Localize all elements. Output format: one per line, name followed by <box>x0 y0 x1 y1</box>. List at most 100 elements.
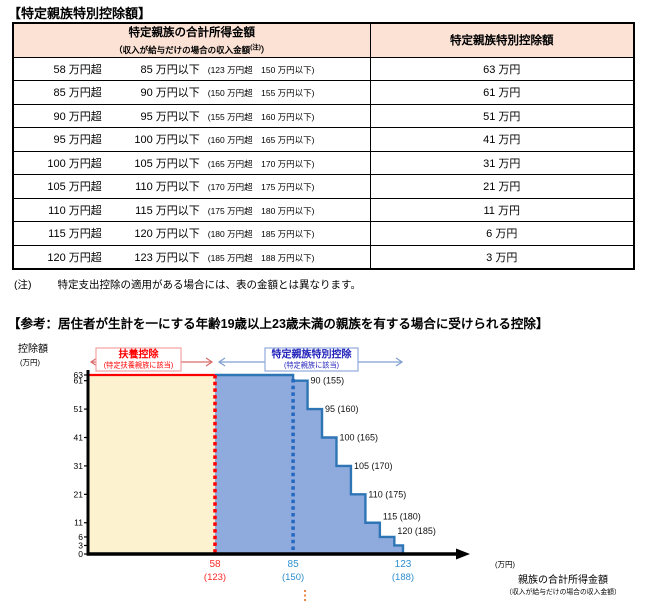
deduction-table: 特定親族の合計所得金額 （収入が給与だけの場合の収入金額(注)） 特定親族特別控… <box>12 22 635 270</box>
income-range-low: 90 万円超 <box>53 110 102 123</box>
step-label: 100 (165) <box>339 433 378 443</box>
income-range-salary: (150 万円超 155 万円以下) <box>207 88 315 99</box>
table-header-row: 特定親族の合計所得金額 （収入が給与だけの場合の収入金額(注)） 特定親族特別控… <box>12 22 635 58</box>
income-range-salary: (185 万円超 188 万円以下) <box>207 252 315 263</box>
y-tick-label: 3 <box>78 540 83 550</box>
income-range: 95 万円超 100 万円以下 (160 万円超 165 万円以下) <box>14 131 370 147</box>
income-range-low: 110 万円超 <box>48 204 102 217</box>
legend-arrowhead-left-icon <box>217 357 226 367</box>
table-footnote: (注) 特定支出控除の適用がある場合には、表の金額とは異なります。 <box>14 277 361 292</box>
x-axis-arrowhead-icon <box>456 548 470 560</box>
income-range: 90 万円超 95 万円以下 (155 万円超 160 万円以下) <box>14 108 370 124</box>
income-range-low: 105 万円超 <box>47 181 102 194</box>
x-tick-label: 58 <box>209 559 221 570</box>
deduction-amount: 63 万円 <box>369 56 635 81</box>
income-range-low: 115 万円超 <box>48 228 102 241</box>
table-row: 85 万円超 90 万円以下 (150 万円超 155 万円以下) 61 万円 <box>12 80 635 105</box>
deduction-amount: 61 万円 <box>369 80 635 105</box>
income-range: 115 万円超 120 万円以下 (180 万円超 185 万円以下) <box>14 225 370 241</box>
income-range-low: 85 万円超 <box>53 87 102 100</box>
deduction-amount: 11 万円 <box>369 197 635 222</box>
income-range-high: 95 万円以下 <box>140 110 200 123</box>
table-row: 105 万円超 110 万円以下 (170 万円超 175 万円以下) 21 万円 <box>12 174 635 199</box>
legend-label: 特定親族特別控除 <box>272 348 353 361</box>
page-title: 【特定親族特別控除額】 <box>8 6 152 21</box>
income-range-high: 105 万円以下 <box>134 157 200 170</box>
y-axis-unit: (万円) <box>20 358 40 367</box>
income-range: 58 万円超 85 万円以下 (123 万円超 150 万円以下) <box>14 61 370 77</box>
legend-sublabel: (特定親族に該当) <box>284 361 339 370</box>
income-range-high: 123 万円以下 <box>134 251 200 264</box>
legend-arrowhead-right-icon <box>395 357 404 367</box>
x-tick-label: 123 <box>395 559 412 570</box>
table-row: 100 万円超 105 万円以下 (165 万円超 170 万円以下) 31 万円 <box>12 150 635 175</box>
header-deduction-column: 特定親族特別控除額 <box>369 22 635 58</box>
header-income-sub-text: （収入が給与だけの場合の収入金額 <box>114 45 251 56</box>
footnote-label: (注) <box>14 279 32 291</box>
legend-box <box>95 347 182 372</box>
income-range-salary: (160 万円超 165 万円以下) <box>207 135 315 146</box>
table-row: 120 万円超 123 万円以下 (185 万円超 188 万円以下) 3 万円 <box>12 244 635 269</box>
y-tick-label: 6 <box>78 532 83 542</box>
table-row: 115 万円超 120 万円以下 (180 万円超 185 万円以下) 6 万円 <box>12 221 635 246</box>
special-deduction-area <box>215 374 403 554</box>
x-tick-sublabel: (123) <box>204 572 226 583</box>
x-tick-sublabel: (150) <box>282 572 304 583</box>
footnote-text: 特定支出控除の適用がある場合には、表の金額とは異なります。 <box>57 279 361 291</box>
y-axis-title: 控除額 <box>18 342 48 355</box>
legend-box <box>264 347 359 372</box>
income-range: 85 万円超 90 万円以下 (150 万円超 155 万円以下) <box>14 84 370 100</box>
y-tick-label: 63 <box>74 370 84 380</box>
reference-section-title: 【参考：居住者が生計を一にする年齢19歳以上23歳未満の親族を有する場合に受けら… <box>8 317 549 331</box>
income-range-low: 95 万円超 <box>53 134 102 147</box>
legend-arrowhead-right-icon <box>205 357 214 367</box>
x-axis-title: 親族の合計所得金額 <box>518 573 608 586</box>
y-tick-label: 51 <box>74 404 84 414</box>
income-range-salary: (155 万円超 160 万円以下) <box>207 111 315 122</box>
legend-label: 扶養控除 <box>119 348 160 361</box>
header-income-sub-note: (注) <box>250 44 261 52</box>
income-range: 110 万円超 115 万円以下 (175 万円超 180 万円以下) <box>14 202 370 218</box>
income-range-low: 58 万円超 <box>53 63 102 76</box>
x-axis-unit: (万円) <box>495 560 515 569</box>
y-tick-label: 11 <box>74 518 83 528</box>
step-label: 115 (180) <box>383 512 421 522</box>
header-income-sub-close: ） <box>260 45 270 56</box>
income-range: 100 万円超 105 万円以下 (165 万円超 170 万円以下) <box>14 155 370 171</box>
income-range-salary: (165 万円超 170 万円以下) <box>207 158 315 169</box>
deduction-amount: 41 万円 <box>369 127 635 152</box>
income-range-salary: (175 万円超 180 万円以下) <box>207 205 315 216</box>
table-row: 95 万円超 100 万円以下 (160 万円超 165 万円以下) 41 万円 <box>12 127 635 152</box>
y-tick-label: 0 <box>78 549 83 559</box>
income-range-salary: (170 万円超 175 万円以下) <box>207 182 315 193</box>
table-row: 58 万円超 85 万円以下 (123 万円超 150 万円以下) 63 万円 <box>12 56 635 81</box>
income-range-salary: (180 万円超 185 万円以下) <box>207 229 315 240</box>
income-range-low: 120 万円超 <box>47 251 102 264</box>
step-label: 120 (185) <box>397 526 436 536</box>
income-range: 120 万円超 123 万円以下 (185 万円超 188 万円以下) <box>14 249 370 265</box>
header-income-main: 特定親族の合計所得金額 <box>128 27 256 40</box>
step-label: 90 (155) <box>311 376 345 386</box>
dependent-deduction-area <box>89 374 215 554</box>
income-range-high: 110 万円以下 <box>135 181 200 194</box>
y-tick-label: 31 <box>74 461 84 471</box>
income-range: 105 万円超 110 万円以下 (170 万円超 175 万円以下) <box>14 178 370 194</box>
income-range-low: 100 万円超 <box>47 157 102 170</box>
income-range-high: 100 万円以下 <box>134 134 200 147</box>
deduction-amount: 51 万円 <box>369 103 635 128</box>
header-income-column: 特定親族の合計所得金額 （収入が給与だけの場合の収入金額(注)） <box>12 22 371 58</box>
income-range-high: 115 万円以下 <box>135 204 200 217</box>
income-range-high: 90 万円以下 <box>140 87 200 100</box>
legend-sublabel: (特定扶養親族に該当) <box>104 361 173 370</box>
deduction-amount: 6 万円 <box>369 221 635 246</box>
income-range-salary: (123 万円超 150 万円以下) <box>207 64 315 75</box>
step-label: 105 (170) <box>354 461 393 471</box>
x-tick-label: 85 <box>288 559 300 570</box>
special-deduction-step-outline <box>215 373 430 556</box>
y-tick-label: 41 <box>74 433 84 443</box>
legend-arrowhead-left-icon <box>89 357 98 367</box>
x-tick-sublabel: (188) <box>392 572 414 583</box>
income-range-high: 85 万円以下 <box>140 63 200 76</box>
